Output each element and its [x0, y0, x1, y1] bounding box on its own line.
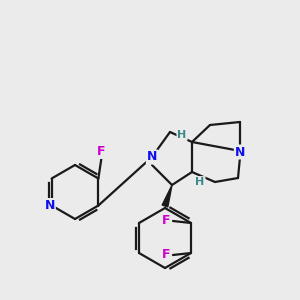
Text: F: F	[162, 248, 170, 262]
Text: N: N	[235, 146, 245, 158]
Text: N: N	[44, 199, 55, 212]
Polygon shape	[162, 185, 172, 207]
Text: N: N	[147, 151, 157, 164]
Text: H: H	[195, 177, 205, 187]
Text: H: H	[177, 130, 187, 140]
Text: F: F	[97, 145, 106, 158]
Text: F: F	[162, 214, 170, 227]
